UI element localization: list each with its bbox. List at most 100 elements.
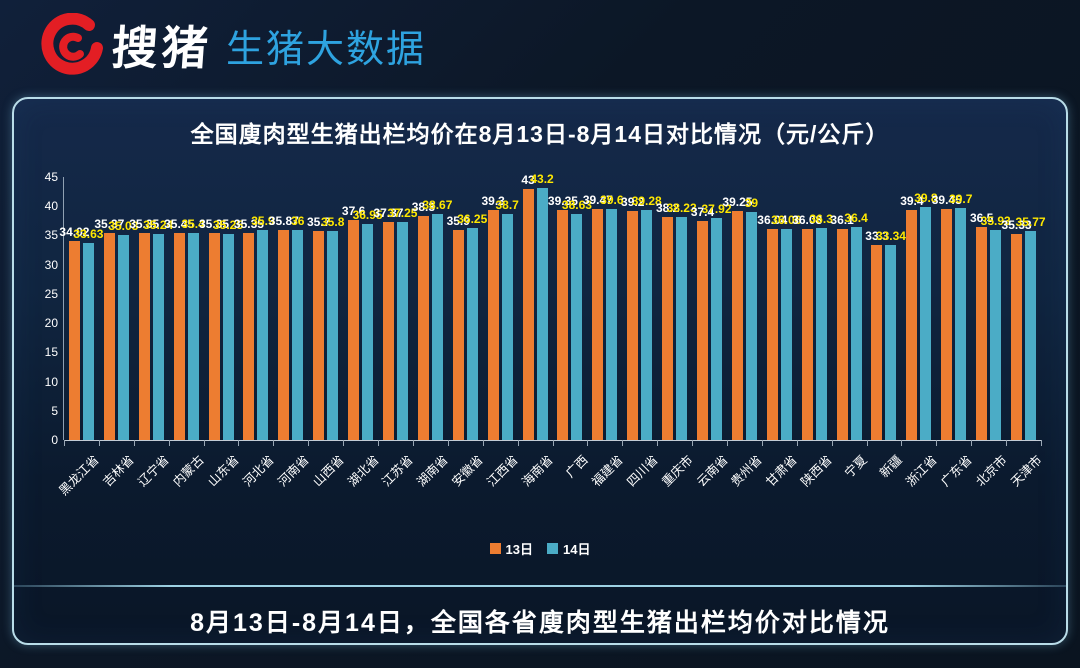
bar-13 xyxy=(592,209,604,440)
x-axis-tick xyxy=(866,440,868,446)
bar-value-label-14: 38.67 xyxy=(422,197,453,212)
x-axis-label: 福建省 xyxy=(589,452,626,490)
bar-14 xyxy=(955,207,967,440)
x-axis-label: 山西省 xyxy=(309,452,347,490)
bar-14 xyxy=(1025,230,1037,440)
bar-14 xyxy=(711,218,723,440)
bar-value-label-14: 35.8 xyxy=(321,214,345,229)
bar-value-label-13: 35.35 xyxy=(129,217,160,232)
bar-value-label-14: 39.28 xyxy=(631,194,662,209)
bar-value-label-14: 35.24 xyxy=(143,218,174,233)
y-axis-tick-label: 20 xyxy=(44,316,58,331)
bar-value-label-14: 36 xyxy=(291,213,305,228)
souzhu-logo: 搜猪 生猪大数据 xyxy=(40,12,426,78)
x-axis-label: 河南省 xyxy=(275,452,312,490)
bar-13 xyxy=(103,233,115,440)
x-axis-label: 天津市 xyxy=(1007,452,1045,490)
x-axis-label: 山东省 xyxy=(205,452,242,490)
x-axis-tick xyxy=(552,440,554,446)
bar-14 xyxy=(187,233,199,440)
x-axis-tick xyxy=(657,440,659,446)
bar-14 xyxy=(396,222,408,440)
bar-value-label-13: 35.35 xyxy=(199,217,230,232)
y-axis-tick-label: 25 xyxy=(44,286,58,301)
x-axis-label: 重庆市 xyxy=(658,452,696,490)
bar-14 xyxy=(536,187,548,440)
bar-value-label-13: 35.37 xyxy=(94,217,125,232)
x-axis-tick xyxy=(761,440,763,446)
chart-legend: 13日 14日 xyxy=(14,539,1066,558)
x-axis-tick xyxy=(1041,440,1042,446)
x-axis-label: 湖北省 xyxy=(344,452,382,490)
footer-banner: 8月13日-8月14日，全国各省廋肉型生猪出栏均价对比情况 xyxy=(190,609,890,637)
bar-value-label-14: 38.7 xyxy=(495,197,519,212)
x-axis-label: 江西省 xyxy=(484,452,521,490)
plot-area: 0 5 10 15 20 25 30 35 40 45 34.02 33.63 黑龙江省 35.37 35.… xyxy=(45,170,1046,498)
bar-value-label-14: 37.25 xyxy=(387,206,418,221)
bar-13 xyxy=(348,220,360,440)
bar-value-label-13: 38.2 xyxy=(655,200,680,215)
bar-value-label-13: 35.9 xyxy=(446,214,470,229)
bar-14 xyxy=(292,229,304,440)
bar-value-label-14: 33.34 xyxy=(875,229,906,244)
x-axis-label: 贵州省 xyxy=(728,452,766,490)
bar-value-label-14: 35.77 xyxy=(1015,214,1046,229)
bar-value-label-13: 36.1 xyxy=(830,213,854,227)
bar-value-label-13: 37.37 xyxy=(373,205,404,220)
bar-14 xyxy=(571,214,583,440)
bar-13 xyxy=(906,209,918,440)
bar-value-label-13: 36.08 xyxy=(792,213,823,228)
x-axis-tick xyxy=(831,440,833,446)
bar-value-label-14: 39.6 xyxy=(600,192,624,207)
x-axis-tick xyxy=(98,440,100,446)
legend-item-13: 13日 xyxy=(489,539,533,558)
bar-value-label-13: 38.3 xyxy=(411,200,436,215)
bar-13 xyxy=(801,229,813,440)
bar-13 xyxy=(697,221,709,440)
bar-13 xyxy=(976,226,988,440)
x-axis-label: 安徽省 xyxy=(449,452,486,490)
logo-text: 搜猪 xyxy=(109,21,214,75)
bar-14 xyxy=(466,228,478,440)
bar-13 xyxy=(417,216,429,440)
x-axis-label: 湖南省 xyxy=(414,452,452,490)
x-axis-label: 内蒙古 xyxy=(170,452,207,490)
x-axis-label: 黑龙江省 xyxy=(56,452,103,499)
x-axis-label: 海南省 xyxy=(519,452,556,490)
x-axis-label: 广东省 xyxy=(938,452,975,490)
bar-value-label-14: 37.92 xyxy=(701,202,732,217)
bar-value-label-13: 35.7 xyxy=(307,215,331,230)
x-axis-tick xyxy=(482,440,484,446)
y-axis-tick-label: 45 xyxy=(44,170,58,184)
pig-swirl-logo-icon xyxy=(41,13,103,75)
bar-value-label-14: 33.63 xyxy=(73,227,104,242)
x-axis-tick xyxy=(726,440,728,446)
bar-value-label-13: 34.02 xyxy=(59,225,90,240)
bar-value-label-14: 35.25 xyxy=(213,217,244,232)
bar-value-label-13: 39.4 xyxy=(900,193,924,208)
bar-value-label-14: 35.03 xyxy=(108,219,139,234)
bar-value-label-13: 39.2 xyxy=(621,194,645,209)
x-axis-label: 辽宁省 xyxy=(135,452,172,490)
x-axis-tick xyxy=(1006,440,1008,446)
x-axis-tick xyxy=(238,440,240,446)
bar-13 xyxy=(382,221,394,440)
x-axis-label: 吉林省 xyxy=(100,452,138,490)
bar-13 xyxy=(522,188,534,440)
bar-14 xyxy=(431,214,443,440)
bar-value-label-14: 38.23 xyxy=(666,200,697,215)
bar-value-label-13: 39.3 xyxy=(481,194,505,209)
bar-value-label-13: 37.4 xyxy=(690,205,715,220)
x-axis-tick xyxy=(378,440,380,446)
bar-13 xyxy=(68,241,80,440)
bar-value-label-14: 36.06 xyxy=(771,213,802,228)
bar-value-label-14: 35.9 xyxy=(251,214,275,229)
x-axis-tick xyxy=(273,440,275,446)
x-axis-tick xyxy=(343,440,345,446)
chart-title: 全国廋肉型生猪出栏均价在8月13日-8月14日对比情况（元/公斤） xyxy=(190,121,890,147)
bar-13 xyxy=(662,216,674,440)
bar-value-label-13: 43 xyxy=(521,172,535,187)
bar-13 xyxy=(208,233,220,440)
bar-14 xyxy=(780,229,792,440)
x-axis-label: 陕西省 xyxy=(798,452,835,490)
